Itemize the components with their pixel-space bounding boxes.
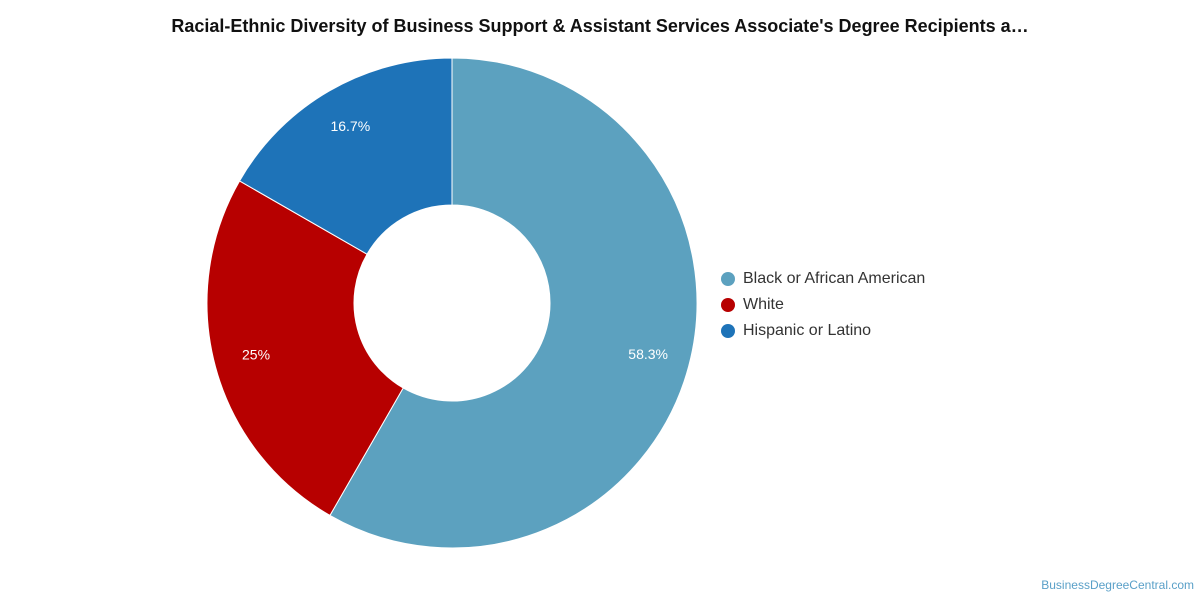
slice-hispanic-or-latino[interactable] (238, 57, 453, 255)
legend-swatch-hispanic-or-latino (721, 324, 735, 338)
legend-label-hispanic-or-latino: Hispanic or Latino (743, 322, 872, 339)
chart-legend: Black or African American White Hispanic… (721, 266, 925, 344)
legend-swatch-black-or-african-american (721, 272, 735, 286)
legend-item-white[interactable]: White (721, 292, 925, 318)
slice-white[interactable] (206, 180, 404, 517)
legend-swatch-white (721, 298, 735, 312)
chart-title: Racial-Ethnic Diversity of Business Supp… (171, 16, 1029, 36)
legend-label-white: White (743, 296, 784, 313)
source-credit[interactable]: BusinessDegreeCentral.com (1041, 578, 1194, 592)
slice-black-or-african-american[interactable] (329, 57, 698, 549)
slice-label-hispanic-or-latino: 16.7% (330, 118, 370, 134)
slice-label-white: 25% (242, 347, 270, 363)
slice-label-black-or-african-american: 58.3% (628, 346, 668, 362)
legend-item-black-or-african-american[interactable]: Black or African American (721, 266, 925, 292)
legend-item-hispanic-or-latino[interactable]: Hispanic or Latino (721, 318, 925, 344)
legend-label-black-or-african-american: Black or African American (743, 270, 926, 287)
